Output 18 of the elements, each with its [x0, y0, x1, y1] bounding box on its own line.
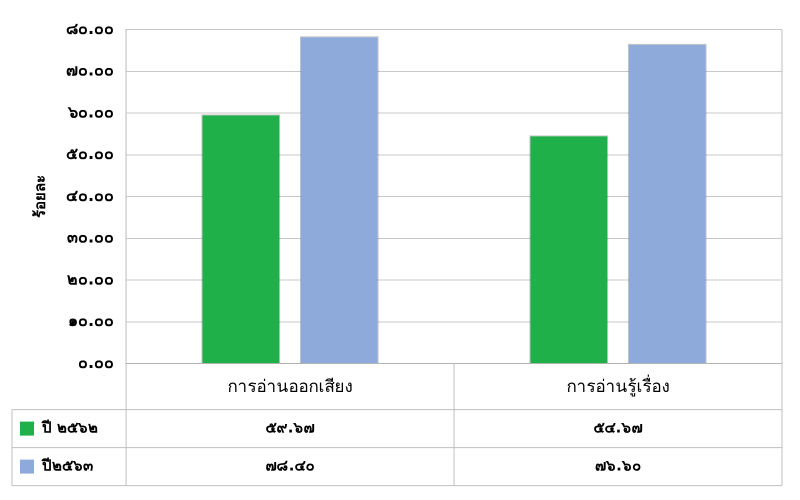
y-tick-label: ๑๐.๐๐ — [68, 311, 114, 330]
x-tick-label: การอ่านรู้เรื่อง — [566, 374, 670, 398]
legend-label: ปี๒๕๖๓ — [41, 456, 93, 474]
data-label: ๕๔.๖๗ — [594, 418, 642, 436]
x-tick-label: การอ่านออกเสียง — [228, 377, 353, 398]
y-tick-label: ๓๐.๐๐ — [67, 228, 114, 247]
data-label: ๕๙.๖๗ — [266, 418, 314, 436]
y-tick-label: ๘๐.๐๐ — [66, 18, 114, 38]
legend-label: ปี ๒๕๖๒ — [41, 418, 98, 436]
y-tick-label: ๗๐.๐๐ — [66, 60, 114, 80]
y-tick-label: ๖๐.๐๐ — [67, 102, 114, 122]
y-tick-label: ๐.๐๐ — [78, 352, 114, 372]
y-axis-title: ร้อยละ — [30, 175, 49, 218]
y-tick-label: ๒๐.๐๐ — [67, 269, 114, 288]
data-label: ๗๖.๖๐ — [595, 456, 641, 474]
y-tick-label: ๕๐.๐๐ — [66, 144, 114, 164]
data-label: ๗๘.๔๐ — [266, 456, 314, 474]
y-tick-label: ๔๐.๐๐ — [66, 186, 114, 205]
